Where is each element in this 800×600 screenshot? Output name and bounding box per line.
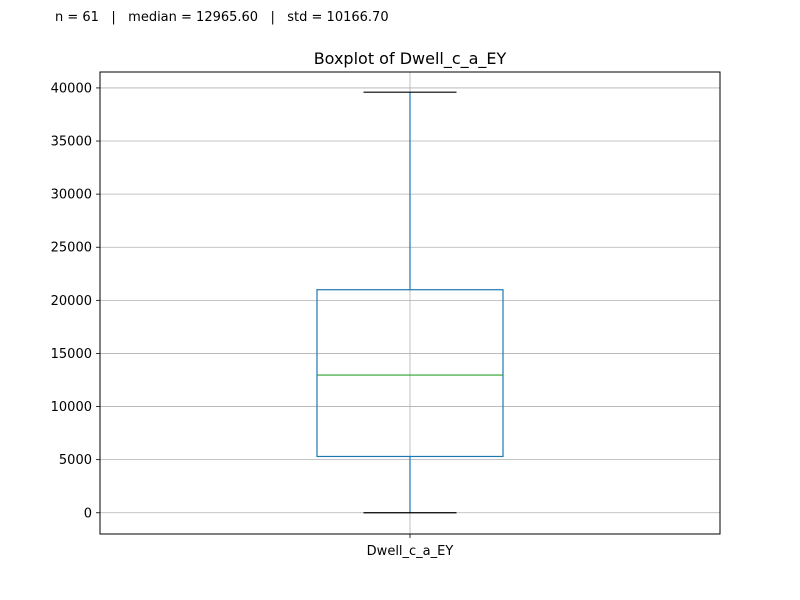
stat-median: median = 12965.60 <box>128 10 259 25</box>
stat-std: std = 10166.70 <box>287 10 389 25</box>
y-tick-label: 5000 <box>59 453 92 468</box>
chart-title: Boxplot of Dwell_c_a_EY <box>314 49 507 69</box>
y-tick-label: 30000 <box>51 188 92 203</box>
plot-layer <box>316 91 504 514</box>
stat-separator: | <box>270 10 275 25</box>
y-tick-label: 10000 <box>51 400 92 415</box>
plot-frame <box>99 71 721 535</box>
y-tick-label: 0 <box>84 506 92 521</box>
y-tick-label: 25000 <box>51 241 92 256</box>
y-tick-label: 15000 <box>51 347 92 362</box>
y-tick-label: 35000 <box>51 135 92 150</box>
stat-n: n = 61 <box>55 10 99 25</box>
x-tick-label: Dwell_c_a_EY <box>367 544 454 559</box>
summary-stats: n = 61 | median = 12965.60 | std = 10166… <box>55 10 389 25</box>
y-tick-label: 20000 <box>51 294 92 309</box>
axis-layer: 0 5000 10000 15000 20000 25000 30000 35000 40000… <box>51 81 454 559</box>
stat-separator: | <box>111 10 116 25</box>
y-tick-label: 40000 <box>51 81 92 96</box>
box-iqr <box>316 289 504 458</box>
